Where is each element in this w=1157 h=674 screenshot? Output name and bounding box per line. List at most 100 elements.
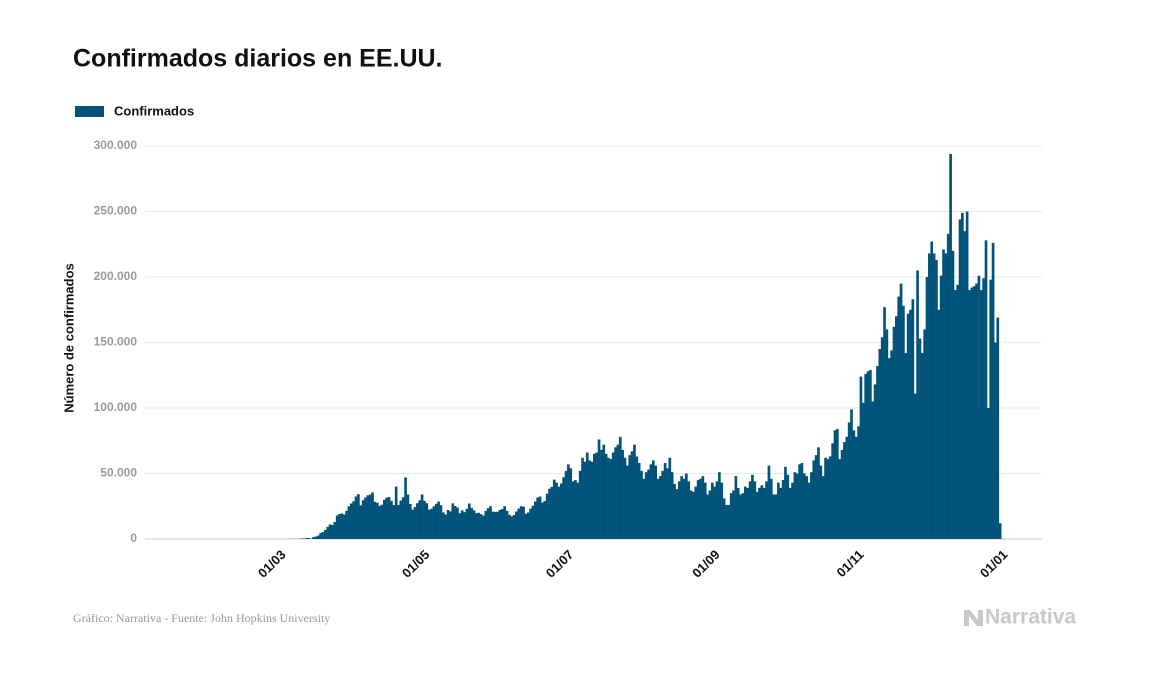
bar (423, 500, 426, 539)
bar (314, 536, 318, 539)
bar (895, 316, 898, 539)
bar (944, 253, 948, 540)
bar (600, 449, 603, 539)
bar (663, 463, 667, 539)
bar (375, 502, 379, 539)
bar (767, 465, 771, 539)
bar (590, 461, 594, 539)
bar (739, 494, 742, 539)
bar (467, 503, 471, 539)
bar (725, 504, 728, 539)
bar (510, 516, 514, 539)
bar (779, 487, 783, 539)
bar (340, 513, 344, 539)
bar (651, 460, 655, 539)
bar (729, 493, 733, 539)
bar (668, 457, 672, 539)
bar (581, 457, 584, 539)
bar (394, 486, 398, 539)
bar (621, 449, 624, 539)
bar (920, 352, 924, 539)
bar (951, 250, 955, 540)
bar (685, 473, 688, 539)
bar (996, 317, 1000, 539)
bar (968, 290, 971, 539)
bar (788, 487, 792, 539)
bar (465, 508, 469, 539)
bar (512, 515, 516, 539)
bar (406, 494, 410, 539)
bar (892, 326, 896, 539)
bar (819, 465, 823, 539)
bar (503, 506, 507, 539)
bar (491, 511, 495, 539)
bar (387, 496, 391, 539)
bar (324, 529, 327, 539)
y-axis-title: Número de confirmados (61, 263, 76, 413)
bar (564, 470, 568, 539)
bar (472, 510, 476, 539)
bar (644, 472, 648, 539)
x-tick-label: 01/09 (689, 547, 723, 581)
bar (401, 497, 405, 539)
bar (904, 352, 908, 539)
bar (366, 495, 370, 539)
bar (935, 259, 938, 539)
bar (902, 305, 905, 539)
bar (859, 376, 863, 539)
bar (585, 452, 589, 539)
bar (781, 480, 785, 539)
bar (991, 242, 995, 539)
bar (380, 504, 384, 539)
bar (843, 442, 846, 539)
bar (373, 501, 377, 539)
y-tick-label: 50.000 (100, 466, 137, 480)
brand-logo (964, 610, 983, 626)
bar (720, 482, 724, 539)
bar (326, 526, 330, 539)
bar (321, 531, 325, 539)
bar (713, 486, 716, 539)
bar (307, 538, 311, 539)
bar (338, 514, 341, 539)
bar (821, 476, 825, 539)
bar (486, 508, 490, 539)
bar (987, 408, 990, 539)
bar (911, 299, 915, 539)
chart-title: Confirmados diarios en EE.UU. (73, 45, 443, 73)
bar (703, 482, 707, 539)
bar (746, 487, 750, 539)
legend-label: Confirmados (114, 103, 194, 118)
bar (857, 426, 860, 539)
bar (753, 481, 757, 539)
bar (906, 313, 910, 539)
bar (876, 366, 879, 539)
bar (845, 436, 849, 539)
bar (611, 452, 615, 539)
legend-swatch (75, 106, 104, 117)
bar (552, 479, 556, 539)
bar (647, 469, 650, 539)
bar (331, 525, 334, 539)
bar (531, 505, 535, 539)
bar (477, 512, 481, 539)
bar (989, 279, 993, 539)
bar (557, 486, 561, 539)
bar (555, 482, 558, 539)
bar (673, 483, 676, 539)
bar (744, 486, 747, 539)
bar (538, 496, 542, 539)
bar (659, 476, 662, 539)
bar (866, 371, 870, 539)
bar (682, 478, 686, 539)
bar (937, 309, 941, 539)
bar (578, 470, 582, 539)
bar (616, 444, 620, 539)
bar (840, 449, 844, 539)
bar (942, 249, 945, 540)
bar (316, 535, 320, 539)
bar (800, 463, 804, 539)
y-tick-label: 0 (130, 531, 137, 545)
bar (352, 501, 355, 539)
x-tick-label: 01/11 (834, 547, 867, 580)
